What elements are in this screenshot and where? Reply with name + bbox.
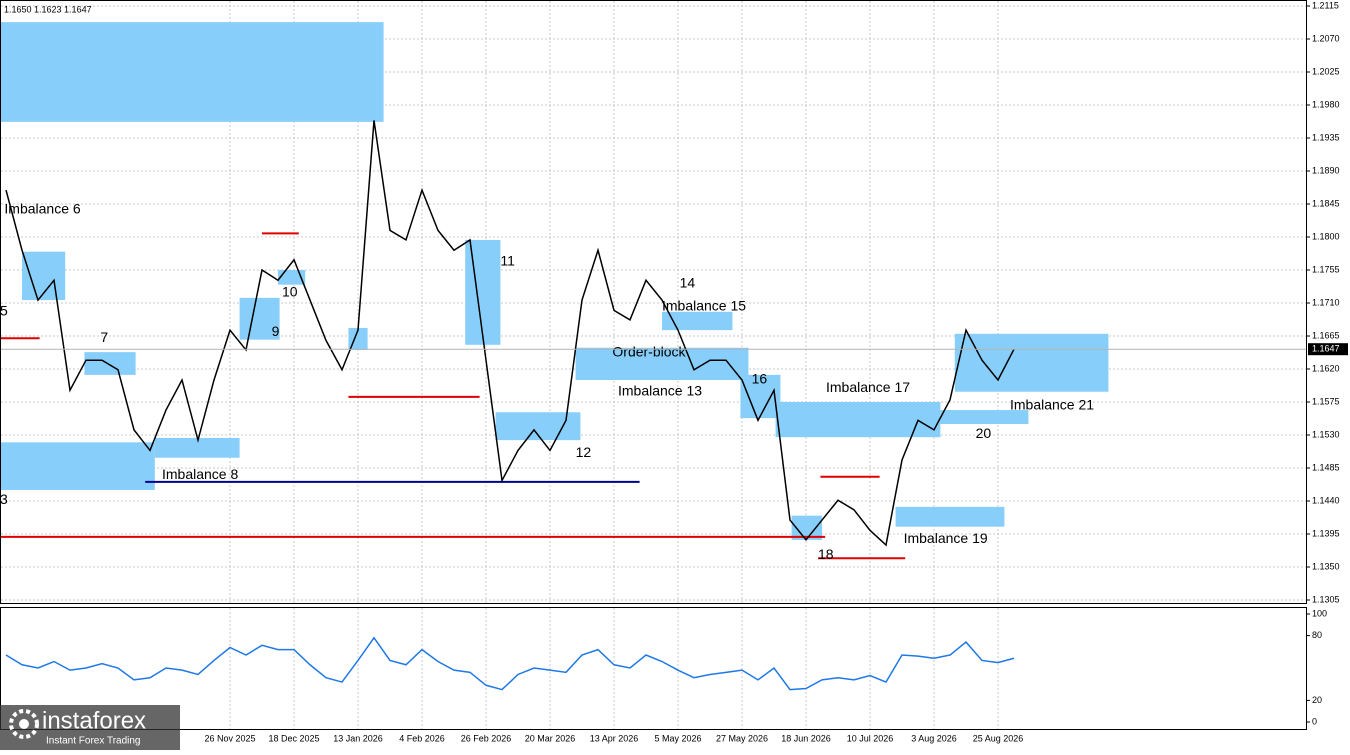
current-price-box bbox=[1308, 343, 1348, 356]
imbalance-zone bbox=[1, 442, 155, 490]
watermark-tagline: Instant Forex Trading bbox=[46, 736, 141, 747]
osc-tick-label: 0 bbox=[1312, 716, 1317, 726]
imbalance-zone bbox=[895, 506, 1005, 527]
y-tick-label: 1.1755 bbox=[1312, 264, 1340, 274]
imbalance-zone bbox=[84, 352, 136, 375]
y-tick-label: 1.1890 bbox=[1312, 165, 1340, 175]
imbalance-zone bbox=[348, 327, 368, 350]
watermark-logo bbox=[9, 709, 39, 739]
y-tick-label: 1.1980 bbox=[1312, 99, 1340, 109]
imbalance-zone bbox=[239, 297, 280, 340]
zone-label: 3 bbox=[0, 491, 8, 507]
x-tick-label: 18 Dec 2025 bbox=[268, 733, 319, 743]
y-tick-label: 1.2115 bbox=[1312, 0, 1339, 10]
zone-label: Imbalance 8 bbox=[162, 466, 238, 482]
y-tick-label: 1.1440 bbox=[1312, 495, 1340, 505]
imbalance-zone bbox=[954, 333, 1109, 392]
watermark: instaforex Instant Forex Trading bbox=[0, 705, 180, 750]
x-tick-label: 3 Aug 2026 bbox=[911, 733, 957, 743]
y-tick-label: 1.1845 bbox=[1312, 198, 1340, 208]
zone-label: 14 bbox=[680, 275, 696, 291]
x-tick-label: 4 Feb 2026 bbox=[399, 733, 445, 743]
y-tick-label: 1.1350 bbox=[1312, 561, 1340, 571]
y-tick-label: 1.1620 bbox=[1312, 363, 1340, 373]
imbalance-zone bbox=[940, 410, 1029, 424]
imbalance-zone bbox=[662, 311, 733, 331]
y-tick-label: 1.1485 bbox=[1312, 462, 1340, 472]
watermark-brand: instaforex bbox=[42, 707, 146, 734]
zone-label: 16 bbox=[752, 371, 768, 387]
zone-label: 7 bbox=[100, 329, 108, 345]
x-tick-label: 13 Jan 2026 bbox=[333, 733, 383, 743]
zone-label: Imbalance 15 bbox=[662, 297, 746, 313]
zone-label: Imbalance 19 bbox=[904, 530, 988, 546]
y-tick-label: 1.1800 bbox=[1312, 231, 1340, 241]
osc-tick-label: 80 bbox=[1312, 630, 1322, 640]
y-tick-label: 1.1665 bbox=[1312, 330, 1340, 340]
x-tick-label: 18 Jun 2026 bbox=[781, 733, 831, 743]
x-tick-label: 26 Feb 2026 bbox=[461, 733, 512, 743]
x-tick-label: 13 Apr 2026 bbox=[590, 733, 639, 743]
oscillator-panel bbox=[0, 607, 1307, 730]
imbalance-zone bbox=[575, 347, 749, 380]
zone-label: Order-block bbox=[612, 344, 686, 360]
x-tick-label: 5 May 2026 bbox=[654, 733, 701, 743]
y-tick-label: 1.2070 bbox=[1312, 33, 1340, 43]
y-tick-label: 1.1530 bbox=[1312, 429, 1340, 439]
y-tick-label: 1.1710 bbox=[1312, 297, 1340, 307]
x-tick-label: 27 May 2026 bbox=[716, 733, 768, 743]
imbalance-zone bbox=[154, 437, 240, 458]
zone-label: 11 bbox=[500, 253, 515, 269]
zone-label: Imbalance 6 bbox=[4, 201, 80, 217]
imbalance-zone bbox=[775, 402, 941, 438]
y-tick-label: 1.1935 bbox=[1312, 132, 1340, 142]
y-tick-label: 1.1575 bbox=[1312, 396, 1340, 406]
x-tick-label: 20 Mar 2026 bbox=[525, 733, 576, 743]
zone-label: 5 bbox=[0, 303, 8, 319]
watermark-bg bbox=[0, 705, 180, 750]
zone-label: Imbalance 13 bbox=[618, 382, 702, 398]
zone-label: 9 bbox=[272, 323, 280, 339]
imbalance-zone bbox=[740, 374, 781, 419]
x-tick-label: 25 Aug 2026 bbox=[973, 733, 1024, 743]
x-tick-label: 26 Nov 2025 bbox=[204, 733, 255, 743]
zone-label: 20 bbox=[976, 425, 992, 441]
zone-label: 18 bbox=[818, 546, 834, 562]
y-tick-label: 1.1395 bbox=[1312, 528, 1340, 538]
oscillator-line bbox=[5, 636, 1015, 691]
zone-label: Imbalance 17 bbox=[826, 379, 910, 395]
zone-label: 10 bbox=[282, 283, 298, 299]
imbalance-zone bbox=[465, 239, 501, 345]
watermark-logo-core bbox=[19, 719, 29, 729]
imbalance-zone bbox=[278, 270, 306, 285]
y-tick-label: 1.2025 bbox=[1312, 66, 1340, 76]
price-line bbox=[5, 120, 1015, 547]
osc-tick-label: 100 bbox=[1312, 608, 1327, 618]
current-price-label: 1.1647 bbox=[1312, 344, 1340, 354]
imbalance-zone bbox=[1, 22, 384, 122]
zone-label: Imbalance 21 bbox=[1010, 396, 1094, 412]
x-tick-label: 10 Jul 2026 bbox=[847, 733, 894, 743]
zone-label: 12 bbox=[576, 444, 592, 460]
ohlc-header: 1.1650 1.1623 1.1647 bbox=[4, 4, 92, 14]
y-tick-label: 1.1305 bbox=[1312, 594, 1340, 604]
osc-tick-label: 20 bbox=[1312, 695, 1322, 705]
